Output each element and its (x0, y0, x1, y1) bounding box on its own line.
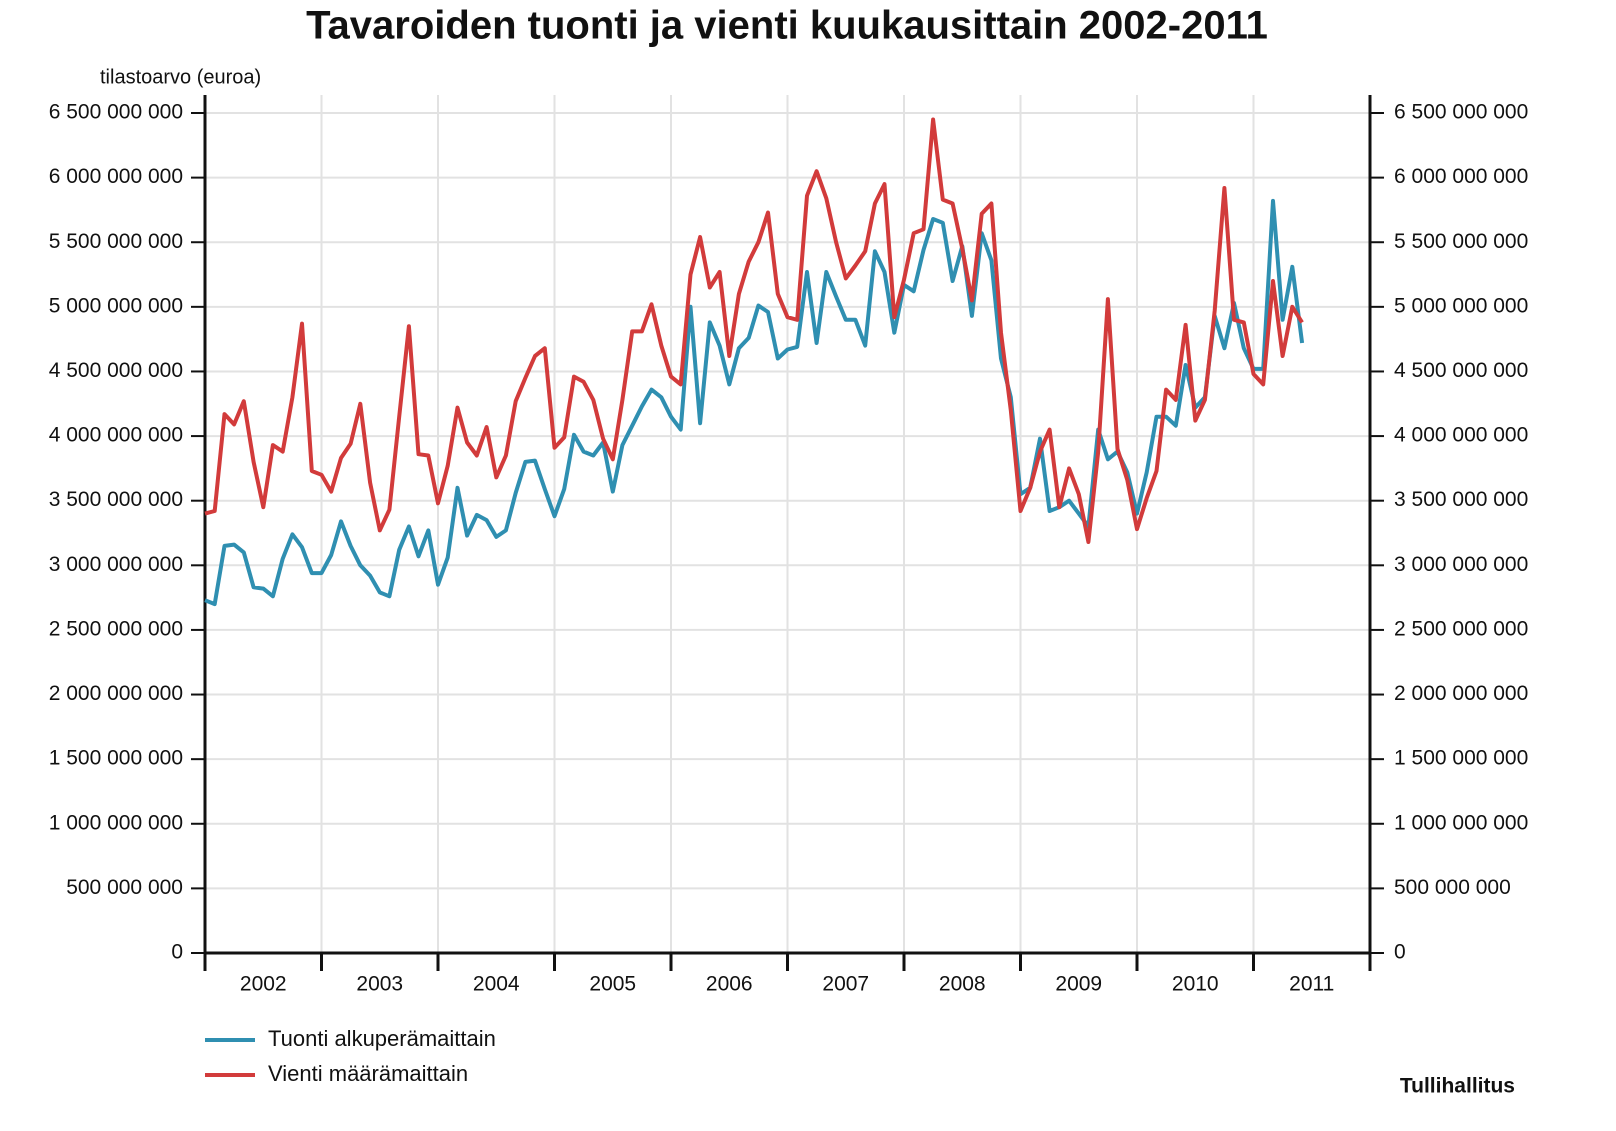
chart-title: Tavaroiden tuonti ja vienti kuukausittai… (306, 4, 1268, 48)
y-tick-label: 500 000 000 (66, 876, 183, 899)
y2-tick-label: 3 000 000 000 (1394, 553, 1528, 576)
y-tick-label: 5 500 000 000 (49, 230, 183, 253)
x-tick-label: 2006 (706, 973, 753, 996)
x-tick-label: 2005 (589, 973, 636, 996)
x-tick-label: 2007 (822, 973, 869, 996)
legend-label: Tuonti alkuperämaittain (268, 1026, 496, 1051)
y-tick-label: 1 000 000 000 (49, 811, 183, 834)
x-tick-label: 2002 (240, 973, 287, 996)
x-tick-label: 2009 (1055, 973, 1102, 996)
y2-tick-label: 5 500 000 000 (1394, 230, 1528, 253)
y-tick-label: 2 500 000 000 (49, 617, 183, 640)
y-tick-label: 5 000 000 000 (49, 294, 183, 317)
y-tick-label: 1 500 000 000 (49, 747, 183, 770)
y-tick-label: 6 000 000 000 (49, 165, 183, 188)
y2-tick-label: 2 500 000 000 (1394, 617, 1528, 640)
x-tick-label: 2008 (939, 973, 986, 996)
y-tick-label: 4 500 000 000 (49, 359, 183, 382)
y2-tick-label: 4 000 000 000 (1394, 424, 1528, 447)
y-tick-label: 4 000 000 000 (49, 424, 183, 447)
y-tick-label: 6 500 000 000 (49, 101, 183, 124)
y2-tick-label: 2 000 000 000 (1394, 682, 1528, 705)
y2-tick-label: 1 500 000 000 (1394, 747, 1528, 770)
series-line (204, 117, 1304, 544)
x-tick-label: 2010 (1172, 973, 1219, 996)
x-tick-label: 2011 (1289, 973, 1334, 996)
y-tick-label: 3 000 000 000 (49, 553, 183, 576)
y2-tick-label: 500 000 000 (1394, 876, 1511, 899)
y2-tick-label: 5 000 000 000 (1394, 294, 1528, 317)
y2-tick-label: 3 500 000 000 (1394, 488, 1528, 511)
x-tick-label: 2003 (356, 973, 403, 996)
legend-label: Vienti määrämaittain (268, 1061, 468, 1086)
y2-tick-label: 1 000 000 000 (1394, 811, 1528, 834)
y2-tick-label: 6 000 000 000 (1394, 165, 1528, 188)
y2-tick-label: 0 (1394, 941, 1406, 964)
y-tick-label: 3 500 000 000 (49, 488, 183, 511)
x-tick-label: 2004 (473, 973, 520, 996)
y2-tick-label: 6 500 000 000 (1394, 101, 1528, 124)
y-axis-label: tilastoarvo (euroa) (100, 66, 261, 88)
y2-tick-label: 4 500 000 000 (1394, 359, 1528, 382)
y-tick-label: 2 000 000 000 (49, 682, 183, 705)
y-tick-label: 0 (171, 941, 183, 964)
source: Tullihallitus (1400, 1075, 1515, 1098)
